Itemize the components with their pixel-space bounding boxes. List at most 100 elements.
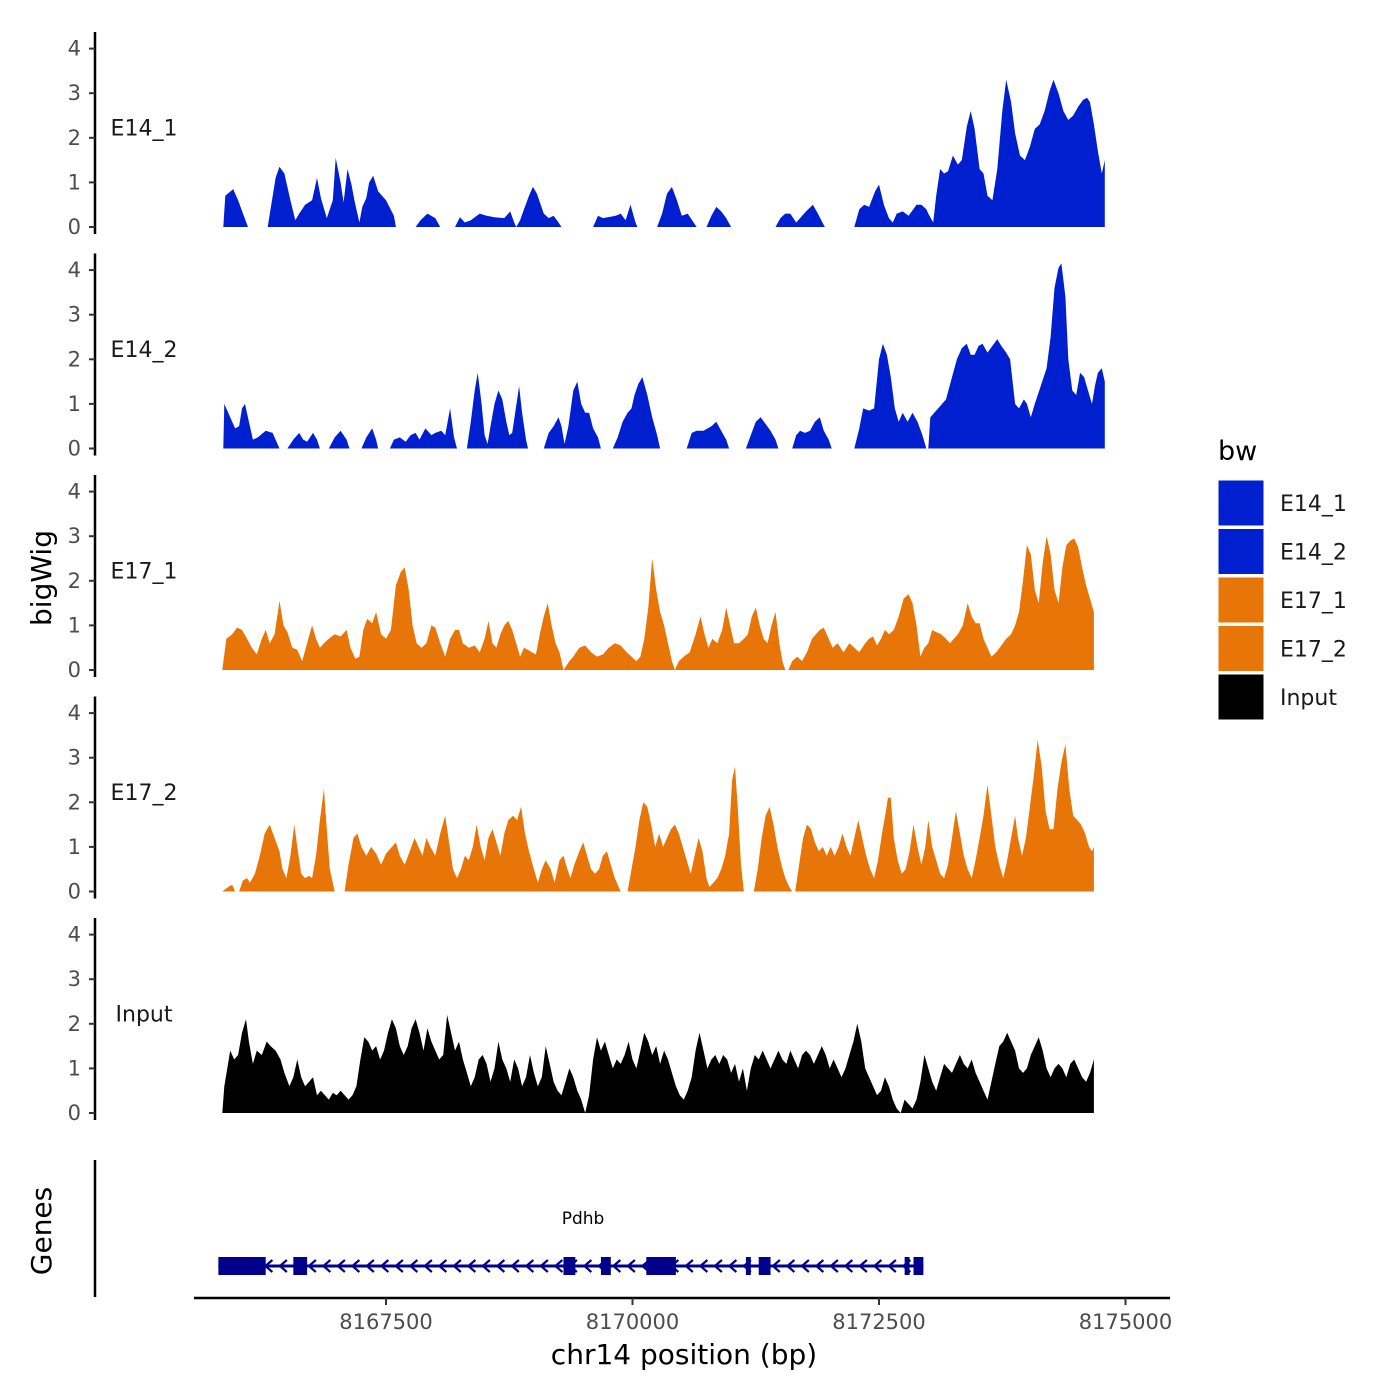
strand-arrow [872, 1259, 883, 1273]
y-tick-label: 3 [68, 81, 81, 105]
strand-arrow [684, 1259, 694, 1273]
y-tick-label: 1 [68, 1056, 81, 1080]
strand-arrow [858, 1259, 868, 1273]
strand-arrow [336, 1259, 346, 1273]
track-e14-2: 0 1 2 3 4 E14_2 [68, 253, 1105, 461]
coverage-area [223, 79, 1105, 227]
strand-arrow [423, 1259, 433, 1273]
y-tick-label: 3 [68, 303, 81, 327]
strand-arrow [814, 1259, 825, 1273]
y-tick-label: 0 [68, 1101, 81, 1125]
exon [745, 1257, 751, 1275]
track-label: E14_2 [111, 338, 178, 363]
coverage-area [223, 263, 1105, 449]
strand-arrow [408, 1259, 419, 1273]
strand-arrow [539, 1259, 549, 1273]
y-tick-label: 4 [68, 923, 81, 947]
y-tick-label: 1 [68, 170, 81, 194]
strand-arrow [626, 1259, 636, 1273]
strand-arrow [887, 1259, 897, 1273]
strand-arrow [437, 1259, 448, 1273]
y-tick-label: 0 [68, 658, 81, 682]
y-tick-label: 2 [68, 347, 81, 371]
strand-arrow [321, 1259, 332, 1273]
legend-label: E17_1 [1280, 589, 1347, 614]
y-tick-label: 4 [68, 701, 81, 725]
y-tick-label: 2 [68, 126, 81, 150]
strand-arrow [553, 1259, 564, 1273]
strand-arrow [785, 1259, 796, 1273]
legend-label: E17_2 [1280, 638, 1347, 663]
y-tick-label: 1 [68, 613, 81, 637]
exon [758, 1257, 771, 1275]
y-tick-label: 2 [68, 1012, 81, 1036]
coverage-area [222, 536, 1094, 670]
legend-swatch [1217, 625, 1265, 672]
coverage-area [222, 739, 1094, 892]
strand-arrow [800, 1259, 810, 1273]
y-tick-label: 2 [68, 790, 81, 814]
legend-label: Input [1280, 686, 1337, 711]
strand-arrow [524, 1259, 535, 1273]
coverage-area [222, 1014, 1094, 1113]
strand-arrow [771, 1259, 781, 1273]
x-tick-label: 8170000 [586, 1310, 680, 1334]
exon [293, 1257, 308, 1275]
y-axis-title: bigWig [25, 530, 58, 626]
strand-arrow [843, 1259, 854, 1273]
strand-arrow [350, 1259, 361, 1273]
y-tick-label: 3 [68, 967, 81, 991]
exon [563, 1257, 576, 1275]
strand-arrow [611, 1259, 622, 1273]
track-label: E14_1 [111, 117, 178, 142]
strand-arrow [307, 1259, 317, 1273]
exon [913, 1257, 924, 1275]
legend-label: E14_1 [1280, 492, 1347, 517]
y-tick-label: 1 [68, 835, 81, 859]
exon [600, 1257, 611, 1275]
gene-name: Pdhb [562, 1209, 605, 1229]
y-tick-label: 0 [68, 215, 81, 239]
legend-swatch [1217, 673, 1265, 721]
legend-item-input: Input [1217, 673, 1337, 721]
y-tick-label: 4 [68, 480, 81, 504]
legend-item-e17-2: E17_2 [1217, 625, 1347, 672]
y-tick-label: 0 [68, 437, 81, 461]
x-tick-label: 8172500 [832, 1310, 926, 1334]
tracks: 0 1 2 3 4 E14_1 0 1 2 3 4 E14_2 0 1 2 3 4 E17_1 0 1 2 3 4 E17_2… [68, 32, 1105, 1125]
track-label: Input [116, 1003, 173, 1028]
strand-arrow [510, 1259, 520, 1273]
x-tick-label: 8175000 [1079, 1310, 1173, 1334]
track-e14-1: 0 1 2 3 4 E14_1 [68, 32, 1105, 239]
strand-arrow [829, 1259, 839, 1273]
genes-axis-title: Genes [25, 1187, 58, 1275]
y-tick-label: 2 [68, 569, 81, 593]
strand-arrow [495, 1259, 506, 1273]
strand-arrow [713, 1259, 723, 1273]
x-tick-label: 8167500 [339, 1310, 433, 1334]
y-tick-label: 0 [68, 880, 81, 904]
track-e17-2: 0 1 2 3 4 E17_2 [68, 696, 1094, 904]
y-tick-label: 3 [68, 524, 81, 548]
legend-item-e14-1: E14_1 [1217, 479, 1347, 527]
track-input: 0 1 2 3 4 Input [68, 918, 1094, 1125]
strand-arrow [727, 1259, 738, 1273]
exon [904, 1257, 910, 1275]
strand-arrow [481, 1259, 491, 1273]
strand-arrow [582, 1259, 593, 1273]
legend-label: E14_2 [1280, 541, 1347, 566]
genes-track: Pdhb [93, 1160, 924, 1297]
y-tick-label: 4 [68, 37, 81, 61]
y-tick-label: 4 [68, 258, 81, 282]
x-axis: 8167500 8170000 8172500 8175000 [194, 1296, 1173, 1334]
legend-item-e14-2: E14_2 [1217, 528, 1347, 575]
legend: E14_1 E14_2 E17_1 E17_2 Input [1217, 479, 1347, 721]
x-axis-title: chr14 position (bp) [551, 1338, 817, 1371]
gene-pdhb: Pdhb [218, 1209, 924, 1275]
legend-item-e17-1: E17_1 [1217, 576, 1347, 624]
track-label: E17_2 [111, 781, 178, 806]
strand-arrow [365, 1259, 375, 1273]
exon [218, 1257, 266, 1275]
strand-arrow [698, 1259, 709, 1273]
